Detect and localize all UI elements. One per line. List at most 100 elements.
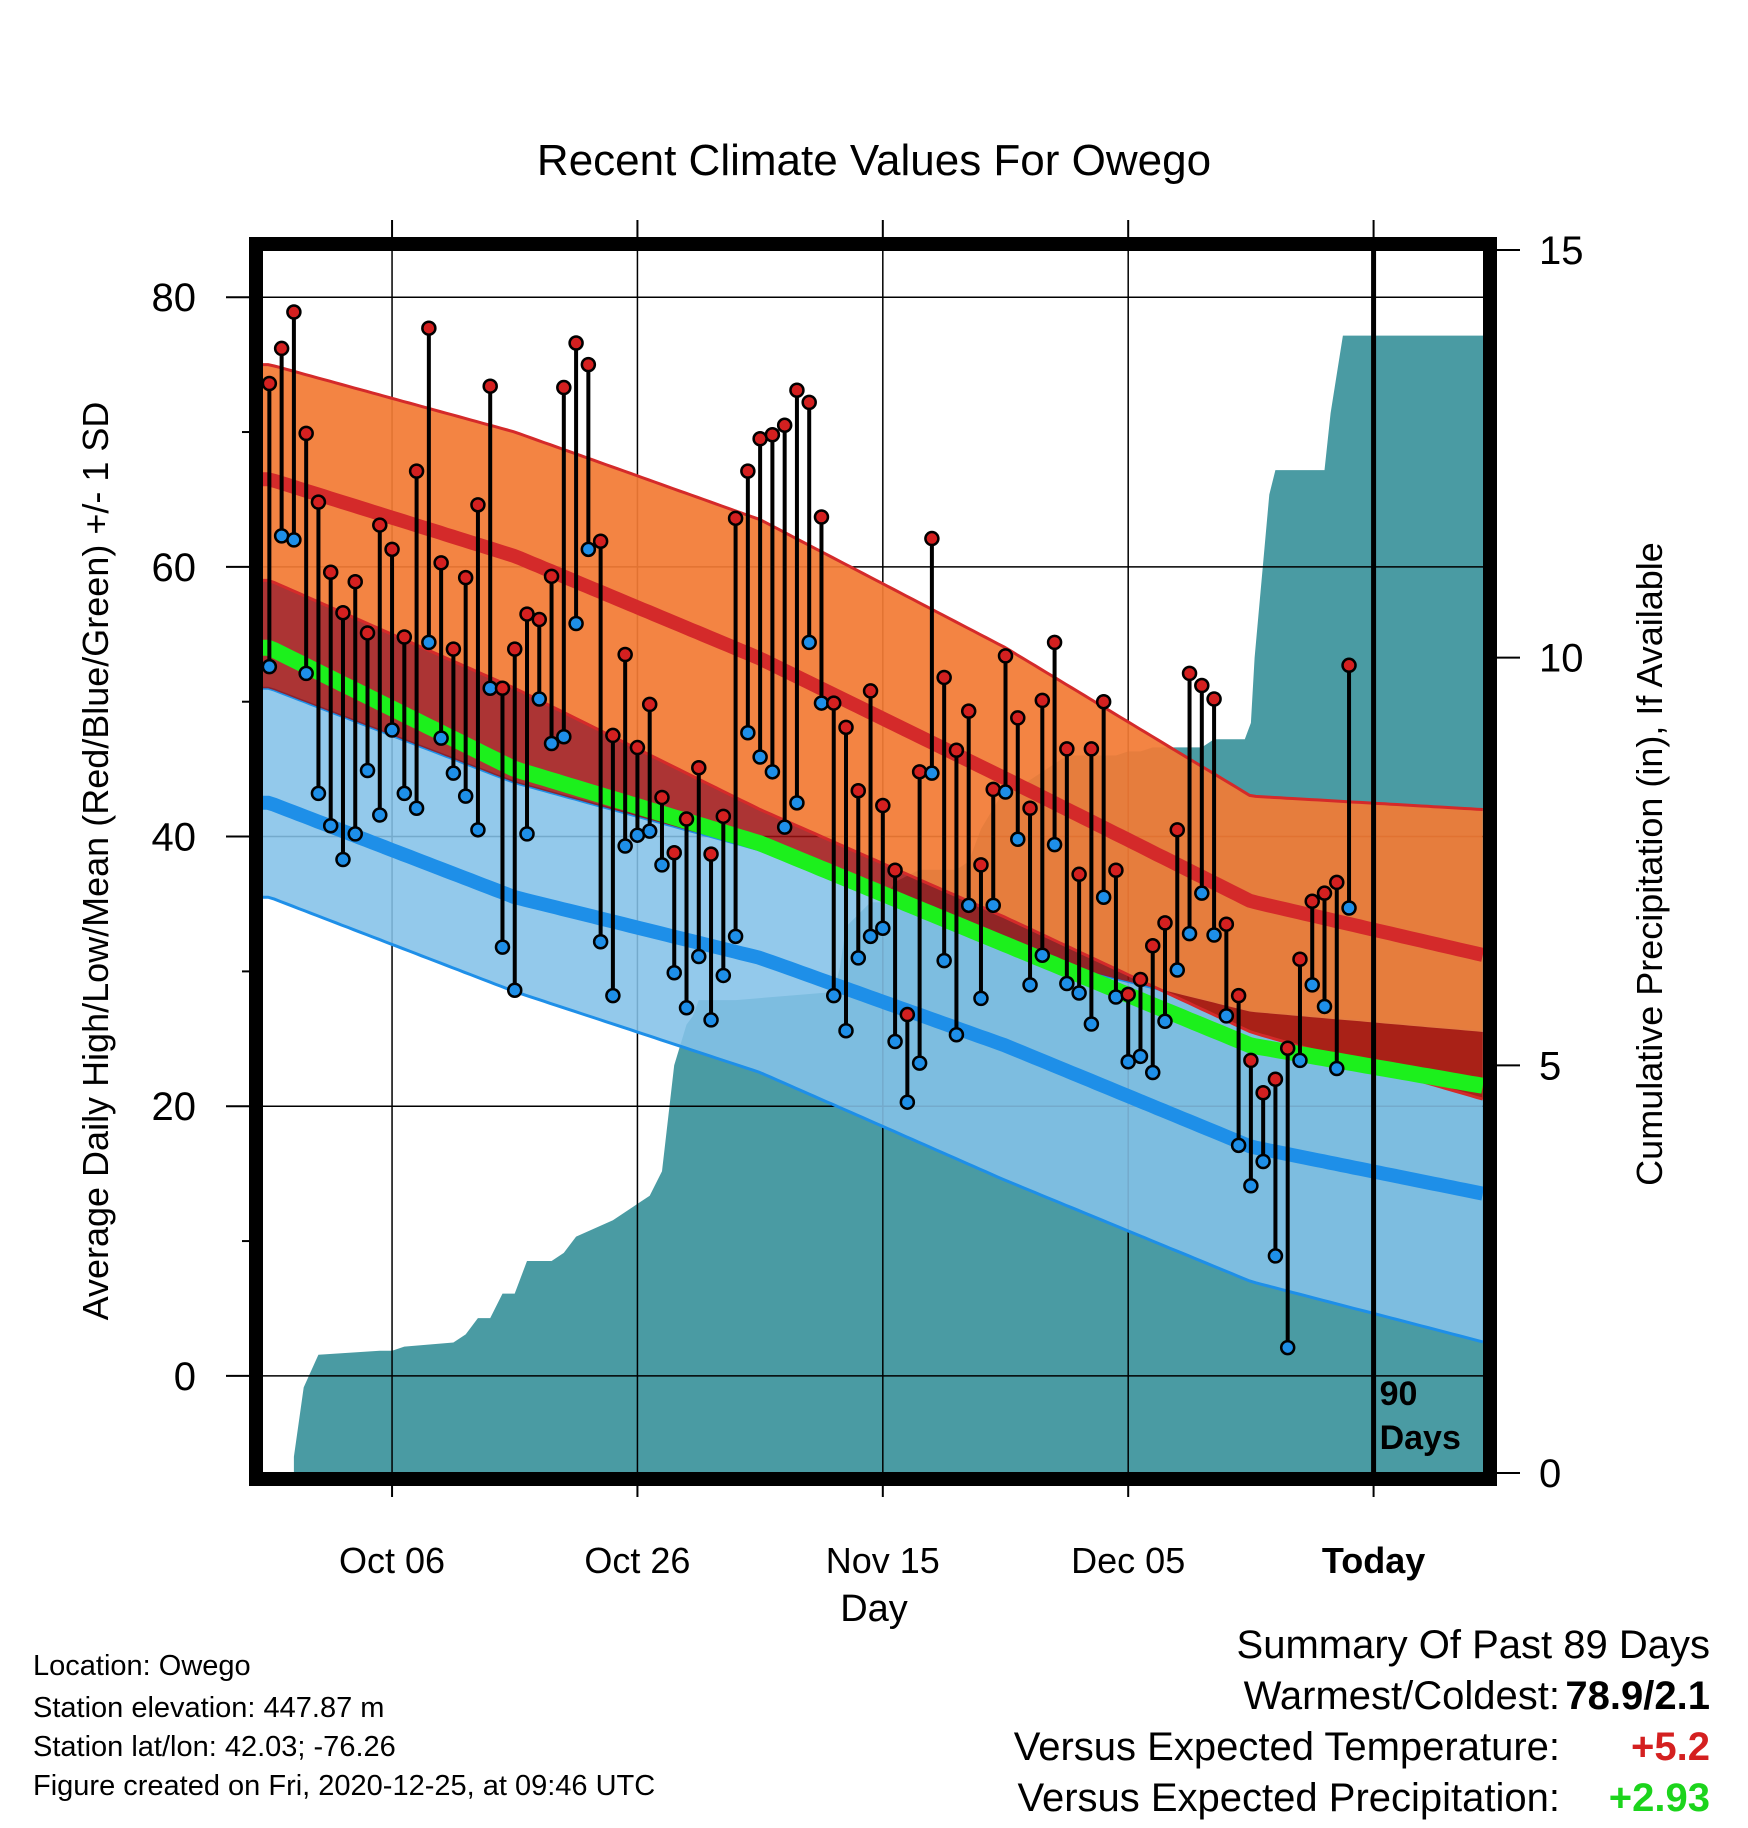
daily-low-point — [985, 897, 1001, 914]
daily-low-point — [1181, 925, 1198, 942]
daily-high-point — [666, 844, 682, 861]
daily-high-point — [1230, 987, 1247, 1004]
daily-observations — [262, 304, 1357, 1356]
daily-low-point — [789, 795, 805, 811]
warmest-coldest-label: Warmest/Coldest: — [1243, 1674, 1560, 1718]
x-tick-label: Nov 15 — [826, 1540, 940, 1581]
daily-low-point — [1010, 831, 1026, 848]
daily-high-point — [1329, 874, 1345, 891]
daily-high-point — [347, 573, 363, 590]
daily-high-point — [1108, 862, 1124, 879]
daily-high-point — [875, 797, 891, 814]
daily-low-point — [764, 764, 781, 780]
daily-low-point — [384, 722, 400, 738]
daily-high-point — [580, 356, 597, 373]
daily-high-point — [384, 541, 400, 558]
daily-low-point — [875, 920, 891, 936]
daily-low-point — [960, 897, 977, 914]
daily-high-point — [470, 497, 486, 513]
daily-high-point — [556, 379, 572, 396]
daily-low-point — [776, 819, 793, 835]
today-marker: 90 Days — [1371, 242, 1461, 1473]
daily-high-point — [1083, 741, 1100, 757]
daily-high-point — [715, 808, 732, 825]
daily-high-point — [691, 760, 707, 776]
daily-low-point — [691, 948, 707, 965]
daily-low-point — [543, 735, 560, 752]
daily-low-point — [494, 939, 511, 955]
days-annotation-label: Days — [1380, 1419, 1461, 1457]
daily-high-point — [531, 611, 548, 628]
daily-high-point — [1341, 657, 1357, 674]
daily-low-point — [1341, 900, 1357, 916]
daily-low-point — [1304, 977, 1320, 993]
daily-high-point — [519, 606, 535, 622]
daily-low-point — [1157, 1013, 1173, 1030]
x-axis-label: Day — [840, 1588, 908, 1630]
daily-high-point — [1267, 1071, 1284, 1088]
daily-low-point — [752, 749, 768, 765]
daily-high-point — [592, 533, 609, 550]
daily-low-point — [1132, 1048, 1149, 1065]
daily-high-point — [605, 727, 621, 744]
daily-high-point — [1120, 986, 1136, 1003]
daily-low-point — [519, 826, 535, 842]
daily-high-point — [506, 641, 523, 657]
daily-high-point — [310, 494, 327, 510]
daily-low-point — [911, 1055, 928, 1071]
daily-high-point — [1218, 916, 1235, 932]
daily-low-point — [556, 729, 572, 745]
daily-high-point — [359, 625, 376, 641]
daily-high-point — [1181, 665, 1198, 682]
daily-low-point — [433, 730, 449, 746]
daily-high-point — [960, 703, 977, 719]
daily-high-point — [543, 568, 560, 585]
daily-high-point — [764, 426, 781, 443]
daily-high-point — [1059, 741, 1075, 757]
daily-low-point — [457, 788, 474, 804]
daily-high-point — [948, 742, 965, 759]
daily-high-point — [617, 646, 633, 663]
daily-low-point — [654, 857, 670, 873]
daily-high-point — [372, 517, 388, 533]
daily-low-point — [580, 541, 597, 558]
daily-high-point — [262, 375, 278, 392]
temperature-value: +5.2 — [1631, 1725, 1710, 1769]
daily-low-point — [470, 822, 486, 838]
y-axis-label-left: Average Daily High/Low/Mean (Red/Blue/Gr… — [75, 402, 116, 1321]
daily-low-point — [825, 987, 842, 1004]
daily-low-point — [1243, 1178, 1259, 1194]
daily-high-point — [457, 569, 474, 586]
y-left-tick-label: 60 — [152, 546, 197, 590]
daily-low-point — [801, 634, 817, 651]
daily-low-point — [1083, 1016, 1100, 1032]
y-left-tick-label: 40 — [152, 816, 197, 860]
daily-high-point — [1010, 710, 1026, 726]
daily-high-point — [1132, 971, 1149, 988]
daily-low-point — [359, 762, 376, 779]
daily-low-point — [678, 1000, 695, 1016]
daily-low-point — [568, 615, 584, 632]
y-axis-label-right: Cumulative Precipitation (in), If Availa… — [1629, 542, 1670, 1186]
daily-low-point — [1230, 1137, 1247, 1154]
daily-low-point — [887, 1033, 903, 1050]
y-right-tick-label: 5 — [1539, 1044, 1561, 1088]
daily-high-point — [298, 425, 314, 442]
daily-low-point — [838, 1022, 854, 1039]
daily-high-point — [1034, 692, 1051, 709]
daily-low-point — [1022, 977, 1038, 993]
daily-low-point — [1316, 998, 1333, 1015]
daily-high-point — [911, 764, 928, 780]
temperature-label: Versus Expected Temperature: — [1013, 1725, 1560, 1769]
chart-title: Recent Climate Values For Owego — [537, 136, 1211, 185]
daily-low-point — [372, 807, 388, 823]
daily-low-point — [1218, 1008, 1235, 1024]
summary-heading: Summary Of Past 89 Days — [1236, 1623, 1710, 1667]
precipitation-value: +2.93 — [1608, 1776, 1710, 1820]
x-tick-label: Today — [1322, 1540, 1425, 1581]
daily-low-point — [396, 785, 413, 802]
daily-high-point — [1169, 822, 1186, 838]
daily-low-point — [262, 658, 278, 675]
daily-low-point — [1144, 1064, 1161, 1081]
daily-low-point — [740, 724, 756, 741]
